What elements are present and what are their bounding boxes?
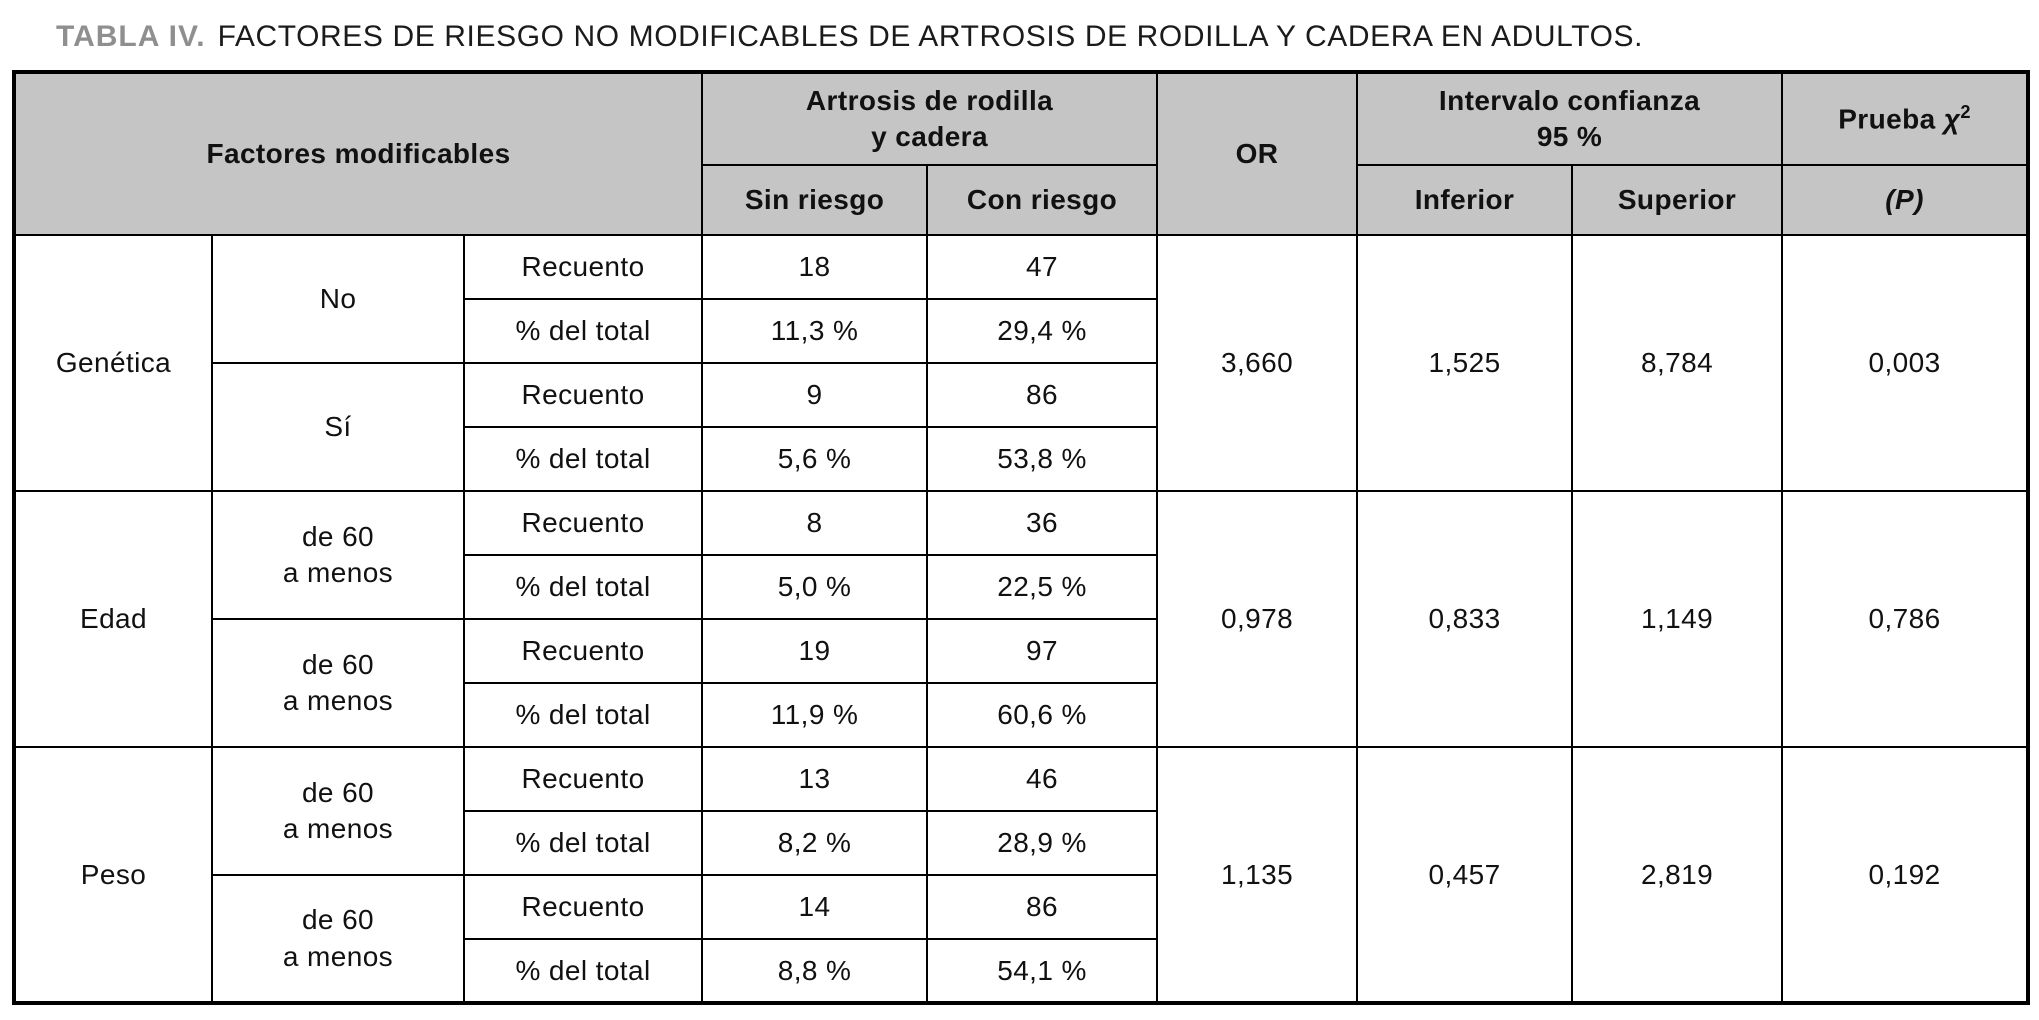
p-value-peso: 0,192	[1781, 746, 2030, 1004]
cell-value: 11,3 %	[701, 298, 929, 364]
ci-superior-genetica: 8,784	[1571, 234, 1784, 492]
header-inferior: Inferior	[1356, 164, 1574, 236]
cell-value: 13	[701, 746, 929, 812]
prueba-label: Prueba	[1838, 103, 1936, 135]
measure-recuento: Recuento	[462, 874, 704, 940]
factor-peso: Peso	[13, 746, 213, 1004]
level-genetica-si: Sí	[211, 362, 465, 492]
table-row: de 60 a menos Recuento 14 86	[14, 874, 2028, 1004]
table-number: TABLA IV.	[56, 20, 206, 53]
level-edad-2: de 60 a menos	[211, 618, 465, 748]
measure-pct: % del total	[462, 554, 704, 620]
table-title-text: FACTORES DE RIESGO NO MODIFICABLES DE AR…	[217, 20, 1644, 53]
table-row: % del total 5,0 % 22,5 %	[14, 554, 2028, 620]
measure-pct: % del total	[462, 298, 704, 364]
header-row-2: Sin riesgo Con riesgo Inferior Superior …	[14, 164, 2030, 236]
cell-value: 19	[701, 618, 929, 684]
table-row: % del total 8,8 % 54,1 %	[14, 938, 2028, 1004]
header-factores-modificables: Factores modificables	[12, 71, 704, 236]
header-sin-riesgo: Sin riesgo	[701, 164, 929, 236]
table-row: % del total 8,2 % 28,9 %	[14, 810, 2028, 876]
header-artrosis: Artrosis de rodilla y cadera	[701, 71, 1159, 166]
factor-edad: Edad	[13, 490, 213, 748]
table-row: Genética No Recuento 18 47 3,660 1,525 8…	[13, 234, 2030, 492]
cell-value: 11,9 %	[701, 682, 929, 748]
table-row: % del total 11,9 % 60,6 %	[14, 682, 2028, 748]
cell-value: 46	[926, 746, 1159, 812]
level-edad-1: de 60 a menos	[211, 490, 465, 620]
measure-recuento: Recuento	[462, 746, 704, 812]
level-genetica-no: No	[211, 234, 465, 364]
cell-value: 29,4 %	[926, 298, 1159, 364]
level-peso-2: de 60 a menos	[211, 874, 465, 1004]
table-row: Peso de 60 a menos Recuento 13 46 1,135 …	[13, 746, 2030, 1004]
p-value-edad: 0,786	[1781, 490, 2030, 748]
cell-value: 54,1 %	[926, 938, 1159, 1004]
risk-factors-table: Factores modificables Artrosis de rodill…	[12, 70, 2031, 1005]
cell-value: 8	[701, 490, 929, 556]
measure-pct: % del total	[462, 810, 704, 876]
header-intervalo-confianza: Intervalo confianza 95 %	[1356, 71, 1784, 166]
factor-genetica: Genética	[13, 234, 213, 492]
level-peso-1: de 60 a menos	[211, 746, 465, 876]
measure-recuento: Recuento	[462, 618, 704, 684]
cell-value: 86	[926, 874, 1159, 940]
cell-value: 60,6 %	[926, 682, 1159, 748]
cell-value: 47	[926, 234, 1159, 300]
header-superior: Superior	[1571, 164, 1784, 236]
measure-pct: % del total	[462, 426, 704, 492]
cell-value: 86	[926, 362, 1159, 428]
chi-symbol: χ	[1943, 103, 1961, 135]
cell-value: 28,9 %	[926, 810, 1159, 876]
chi-exponent: 2	[1960, 102, 1971, 123]
header-or: OR	[1156, 71, 1359, 236]
ci-inferior-edad: 0,833	[1356, 490, 1574, 748]
table-row: % del total 5,6 % 53,8 %	[14, 426, 2028, 492]
cell-value: 5,6 %	[701, 426, 929, 492]
ci-superior-edad: 1,149	[1571, 490, 1784, 748]
ci-inferior-genetica: 1,525	[1356, 234, 1574, 492]
cell-value: 5,0 %	[701, 554, 929, 620]
table-title: TABLA IV. FACTORES DE RIESGO NO MODIFICAB…	[56, 20, 2027, 54]
cell-value: 36	[926, 490, 1159, 556]
table-row: Sí Recuento 9 86	[14, 362, 2028, 492]
header-prueba-chi2: Prueba χ2	[1781, 71, 2030, 166]
or-value-genetica: 3,660	[1156, 234, 1359, 492]
measure-pct: % del total	[462, 682, 704, 748]
cell-value: 8,8 %	[701, 938, 929, 1004]
header-row-1: Factores modificables Artrosis de rodill…	[12, 71, 2030, 236]
cell-value: 9	[701, 362, 929, 428]
measure-recuento: Recuento	[462, 234, 704, 300]
cell-value: 22,5 %	[926, 554, 1159, 620]
cell-value: 53,8 %	[926, 426, 1159, 492]
table-row: de 60 a menos Recuento 19 97	[14, 618, 2028, 748]
cell-value: 18	[701, 234, 929, 300]
p-value-genetica: 0,003	[1781, 234, 2030, 492]
measure-recuento: Recuento	[462, 362, 704, 428]
or-value-edad: 0,978	[1156, 490, 1359, 748]
cell-value: 8,2 %	[701, 810, 929, 876]
header-con-riesgo: Con riesgo	[926, 164, 1159, 236]
header-p: (P)	[1781, 164, 2030, 236]
measure-recuento: Recuento	[462, 490, 704, 556]
ci-superior-peso: 2,819	[1571, 746, 1784, 1004]
table-row: Edad de 60 a menos Recuento 8 36 0,978 0…	[13, 490, 2030, 748]
measure-pct: % del total	[462, 938, 704, 1004]
or-value-peso: 1,135	[1156, 746, 1359, 1004]
cell-value: 14	[701, 874, 929, 940]
ci-inferior-peso: 0,457	[1356, 746, 1574, 1004]
table-row: % del total 11,3 % 29,4 %	[14, 298, 2028, 364]
cell-value: 97	[926, 618, 1159, 684]
